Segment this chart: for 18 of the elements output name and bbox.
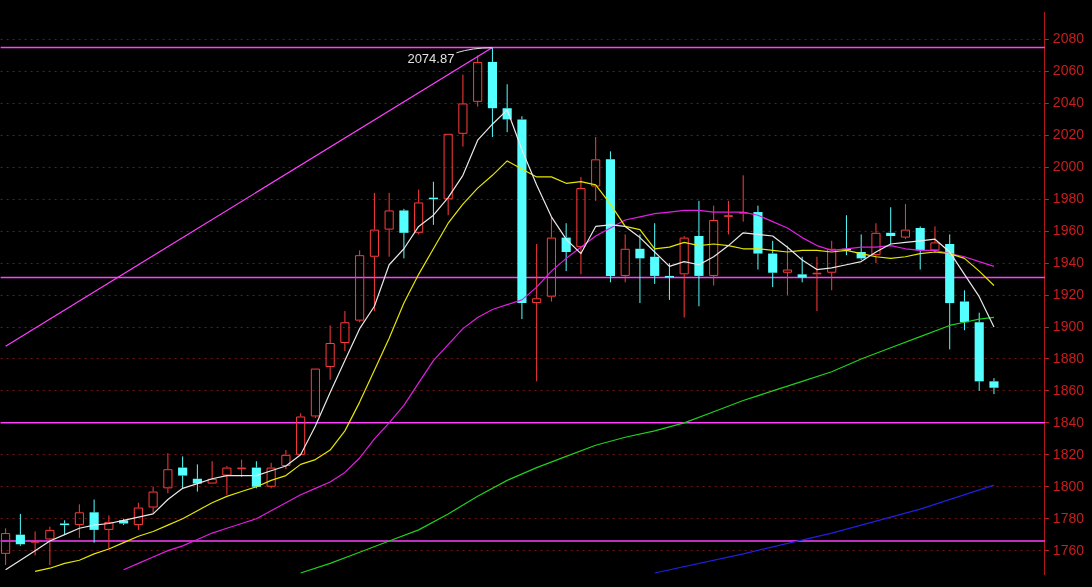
y-tick-label: 1800 [1052, 477, 1085, 494]
y-tick-label: 1920 [1052, 285, 1085, 302]
annotation: 2074.87 [407, 51, 455, 67]
y-tick-label: 2020 [1052, 126, 1085, 143]
y-tick-label: 1980 [1052, 190, 1085, 207]
y-tick-label: 1880 [1052, 349, 1085, 366]
y-tick-label: 1960 [1052, 222, 1085, 239]
y-tick-label: 1860 [1052, 381, 1085, 398]
y-tick-label: 1820 [1052, 445, 1085, 462]
y-tick-label: 1760 [1052, 541, 1085, 558]
y-tick-label: 1840 [1052, 413, 1085, 430]
y-tick-label: 1780 [1052, 509, 1085, 526]
y-tick-label: 2040 [1052, 94, 1085, 111]
y-tick-label: 2080 [1052, 30, 1085, 47]
y-tick-label: 1900 [1052, 317, 1085, 334]
y-tick-label: 2060 [1052, 62, 1085, 79]
y-tick-label: 1940 [1052, 254, 1085, 271]
y-tick-label: 2000 [1052, 158, 1085, 175]
